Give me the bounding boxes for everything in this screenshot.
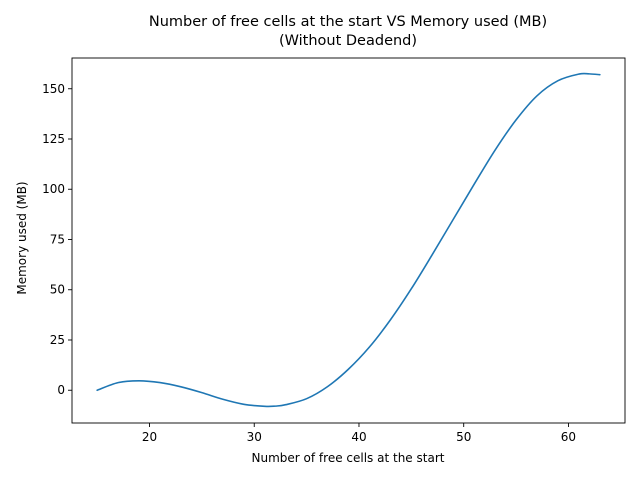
y-tick-label: 150 xyxy=(42,82,65,96)
x-tick-label: 50 xyxy=(456,430,471,444)
series-line-0 xyxy=(96,72,601,408)
x-tick-label: 60 xyxy=(561,430,576,444)
y-tick-label: 75 xyxy=(50,232,65,246)
y-tick-label: 50 xyxy=(50,283,65,297)
chart-title: Number of free cells at the start VS Mem… xyxy=(149,14,547,30)
x-tick-label: 20 xyxy=(142,430,157,444)
axes-frame xyxy=(71,57,626,424)
x-tick-label: 40 xyxy=(351,430,366,444)
y-tick-label: 100 xyxy=(42,182,65,196)
y-tick-label: 125 xyxy=(42,132,65,146)
y-tick-label: 25 xyxy=(50,333,65,347)
chart-subtitle: (Without Deadend) xyxy=(279,33,417,49)
plot-area: 20 30 40 50 60 0 25 50 75 100 125 150 xyxy=(42,57,626,444)
y-axis-label: Memory used (MB) xyxy=(15,181,29,294)
x-axis-label: Number of free cells at the start xyxy=(252,451,445,465)
x-tick-label: 30 xyxy=(247,430,262,444)
y-tick-label: 0 xyxy=(57,383,65,397)
